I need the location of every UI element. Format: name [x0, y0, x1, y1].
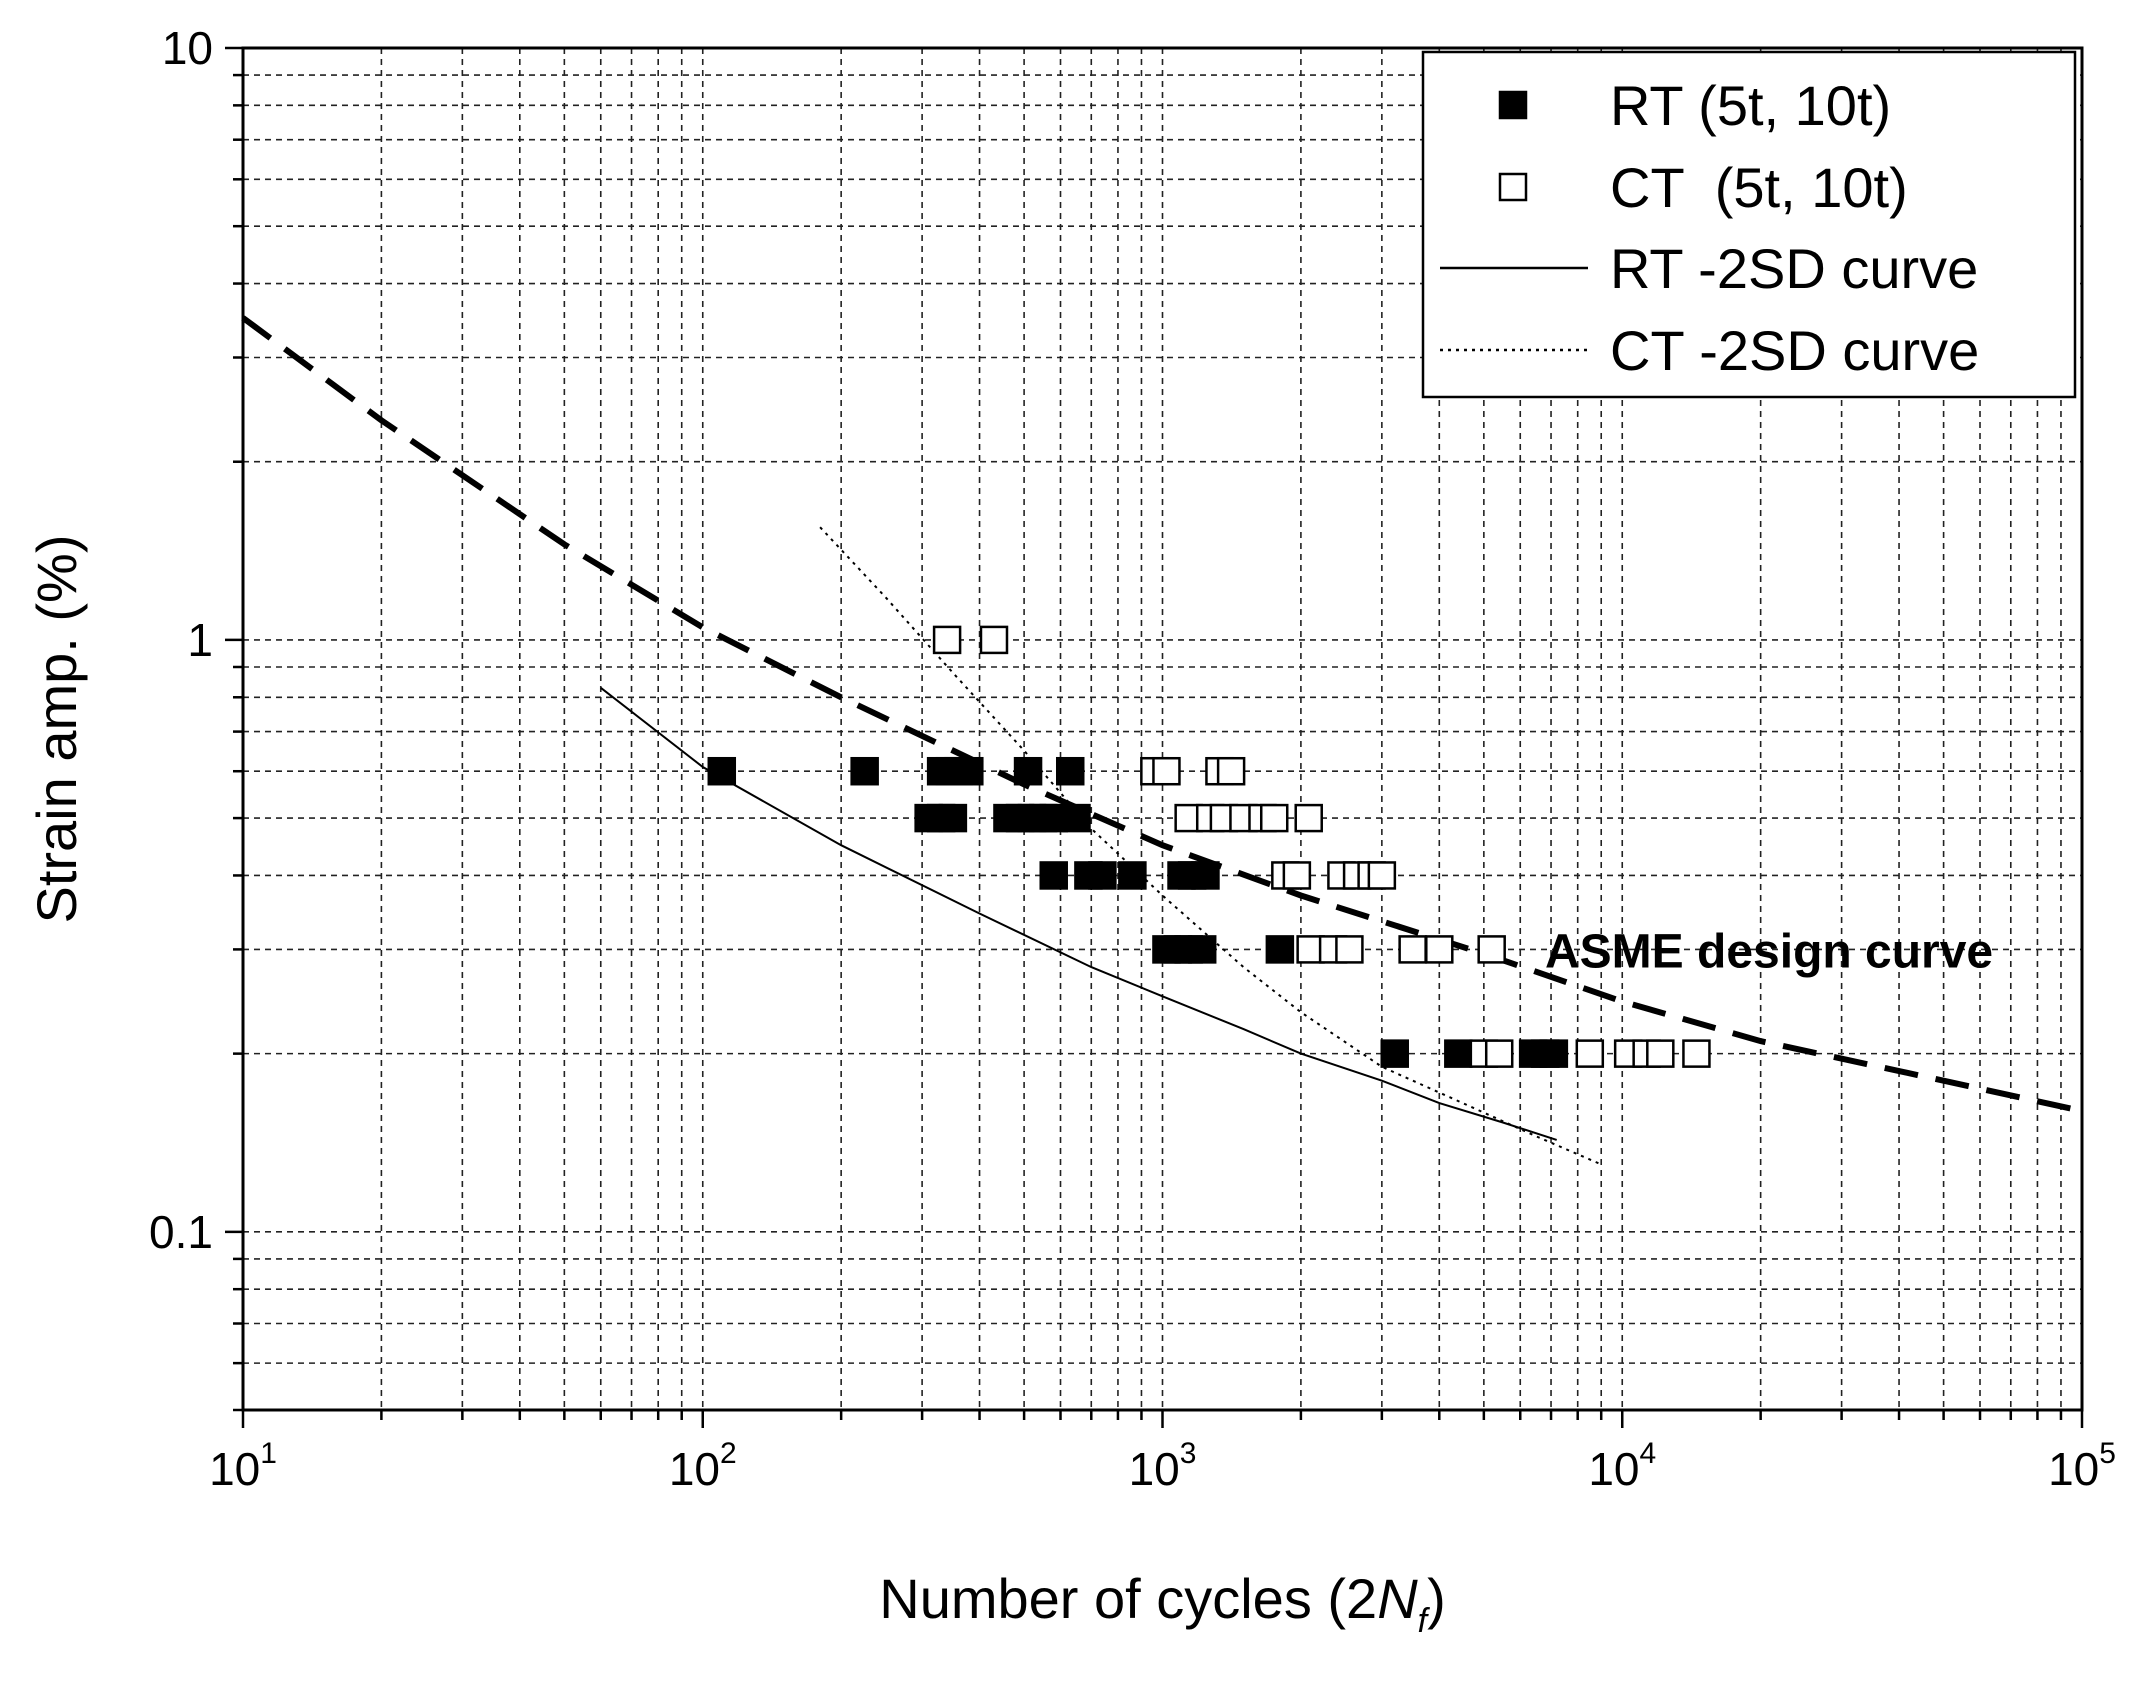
ct-data-point	[1575, 1039, 1605, 1068]
x-tick-exponent: 1	[260, 1437, 277, 1470]
tick-marks	[225, 46, 2084, 1428]
y-axis-title: Strain amp. (%)	[25, 535, 88, 924]
marker-layer	[707, 625, 1711, 1068]
x-axis-title-close: )	[1427, 1567, 1446, 1630]
rt-data-point	[1539, 1039, 1569, 1068]
x-tick-base: 10	[1588, 1443, 1639, 1495]
ct-data-point	[1282, 861, 1312, 890]
legend: RT (5t, 10t) CT (5t, 10t) RT -2SD curve CT …	[1421, 50, 2077, 399]
rt-data-point	[955, 756, 984, 786]
rt-data-point	[1118, 861, 1147, 890]
ct-data-point	[1335, 935, 1364, 964]
x-tick-label: 101	[209, 1437, 277, 1495]
x-tick-exponent: 5	[2099, 1437, 2116, 1470]
x-tick-base: 10	[1129, 1443, 1180, 1495]
legend-label-rt-5t-10t: RT (5t, 10t)	[1610, 74, 1891, 137]
ct-data-point	[1398, 935, 1427, 964]
ct-data-point	[932, 625, 962, 655]
x-tick-base: 10	[209, 1443, 260, 1495]
rt-data-point	[1039, 861, 1068, 890]
legend-swatch-ct-5t-10t	[1498, 172, 1528, 202]
ct-data-point	[1152, 756, 1181, 786]
asme-curve-label: ASME design curve	[1545, 925, 1993, 978]
ct-data-point	[1682, 1039, 1711, 1068]
ct-data-point	[1646, 1039, 1675, 1068]
x-tick-label: 102	[669, 1437, 737, 1495]
y-tick-label: 1	[187, 614, 213, 666]
y-tick-label: 10	[162, 22, 213, 74]
rt-data-point	[1265, 935, 1295, 964]
rt-data-point	[1380, 1039, 1409, 1068]
ct-data-point	[979, 625, 1009, 655]
rt-data-point	[1088, 861, 1117, 890]
ct-data-point	[1294, 803, 1323, 833]
rt-data-point	[850, 756, 879, 786]
ct-data-point	[1425, 935, 1454, 964]
legend-box	[1421, 50, 2077, 399]
rt-data-point	[707, 756, 737, 786]
legend-label-rt-2sd-curve: RT -2SD curve	[1610, 237, 1978, 300]
ct-data-point	[1259, 803, 1289, 833]
y-tick-label: 0.1	[149, 1206, 213, 1258]
legend-swatch-rt-5t-10t	[1498, 90, 1528, 120]
legend-label-ct-2sd-curve: CT -2SD curve	[1610, 319, 1979, 382]
x-tick-exponent: 4	[1639, 1437, 1656, 1470]
series-layer	[241, 315, 2083, 1166]
rt-data-point	[1444, 1039, 1473, 1068]
legend-label-ct-5t-10t: CT (5t, 10t)	[1610, 156, 1908, 219]
rt-2sd-curve-line	[600, 687, 1558, 1141]
rt-data-point	[1062, 803, 1091, 833]
rt-data-point	[1191, 861, 1220, 890]
rt-data-point	[1055, 756, 1085, 786]
x-tick-exponent: 2	[720, 1437, 737, 1470]
x-axis-title: Number of cycles (2Nf)	[879, 1567, 1446, 1640]
ct-data-point	[1216, 756, 1246, 786]
asme-design-curve-line	[241, 315, 2083, 1114]
rt-data-point	[1187, 935, 1217, 964]
ct-data-point	[1484, 1039, 1514, 1068]
ct-data-point	[1477, 935, 1506, 964]
x-axis-title-italic: N	[1377, 1567, 1418, 1630]
x-axis-title-main: Number of cycles (2	[879, 1567, 1377, 1630]
x-tick-exponent: 3	[1180, 1437, 1197, 1470]
ct-data-point	[1367, 861, 1397, 890]
x-tick-base: 10	[669, 1443, 720, 1495]
x-tick-label: 103	[1129, 1437, 1197, 1495]
x-tick-base: 10	[2048, 1443, 2099, 1495]
rt-data-point	[938, 803, 968, 833]
x-tick-label: 105	[2048, 1437, 2116, 1495]
legend-items: RT (5t, 10t) CT (5t, 10t) RT -2SD curve CT …	[1440, 74, 1979, 382]
rt-data-point	[1013, 756, 1043, 786]
x-tick-label: 104	[1588, 1437, 1656, 1495]
